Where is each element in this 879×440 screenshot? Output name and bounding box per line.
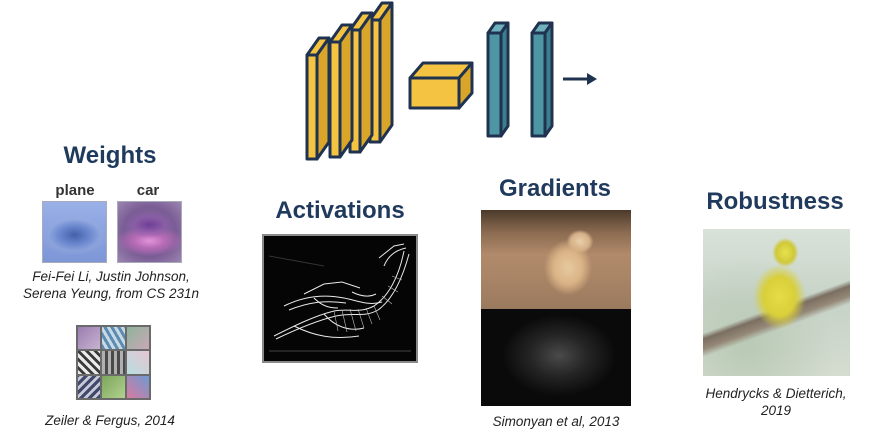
corrupted-bird-photo <box>703 229 850 376</box>
hendrycks-citation-line2: 2019 <box>760 403 792 418</box>
conv-block-1 <box>305 36 331 161</box>
car-label: car <box>136 182 160 199</box>
output-arrow-icon <box>563 73 597 85</box>
weights-citation: Fei-Fei Li, Justin Johnson, Serena Yeung… <box>0 268 222 302</box>
filter-tile <box>102 327 125 350</box>
filter-tile <box>102 351 125 374</box>
filter-tile <box>126 351 149 374</box>
first-layer-filters-grid <box>76 325 151 400</box>
hendrycks-citation: Hendrycks & Dietterich, 2019 <box>676 385 876 419</box>
plane-weight-filter <box>42 201 107 263</box>
activations-heading: Activations <box>275 197 405 224</box>
car-weight-filter <box>117 201 182 263</box>
simonyan-citation: Simonyan et al, 2013 <box>492 414 620 429</box>
pool-block <box>408 61 474 110</box>
filter-tile <box>78 327 101 350</box>
hendrycks-citation-line1: Hendrycks & Dietterich, <box>705 386 847 401</box>
conv-block-3 <box>348 11 374 154</box>
fc-layer-1 <box>486 21 510 138</box>
filter-tile <box>78 351 101 374</box>
fc-layer-2 <box>530 21 554 138</box>
filter-tile <box>102 375 125 398</box>
filter-tile <box>126 375 149 398</box>
filter-tile <box>78 375 101 398</box>
weights-heading: Weights <box>63 142 157 169</box>
weights-citation-line1: Fei-Fei Li, Justin Johnson, <box>32 269 190 284</box>
cnn-architecture-diagram <box>305 1 597 161</box>
pelican-edge-sketch <box>268 243 411 352</box>
gradients-heading: Gradients <box>498 175 612 202</box>
plane-label: plane <box>55 182 95 199</box>
conv-block-2 <box>328 23 354 159</box>
robustness-heading: Robustness <box>706 188 844 215</box>
filter-tile <box>126 327 149 350</box>
dog-photo <box>481 210 631 309</box>
activation-map-image <box>262 234 418 363</box>
weights-citation-line2: Serena Yeung, from CS 231n <box>22 286 200 301</box>
zeiler-fergus-citation: Zeiler & Fergus, 2014 <box>45 413 175 428</box>
saliency-map <box>481 309 631 406</box>
